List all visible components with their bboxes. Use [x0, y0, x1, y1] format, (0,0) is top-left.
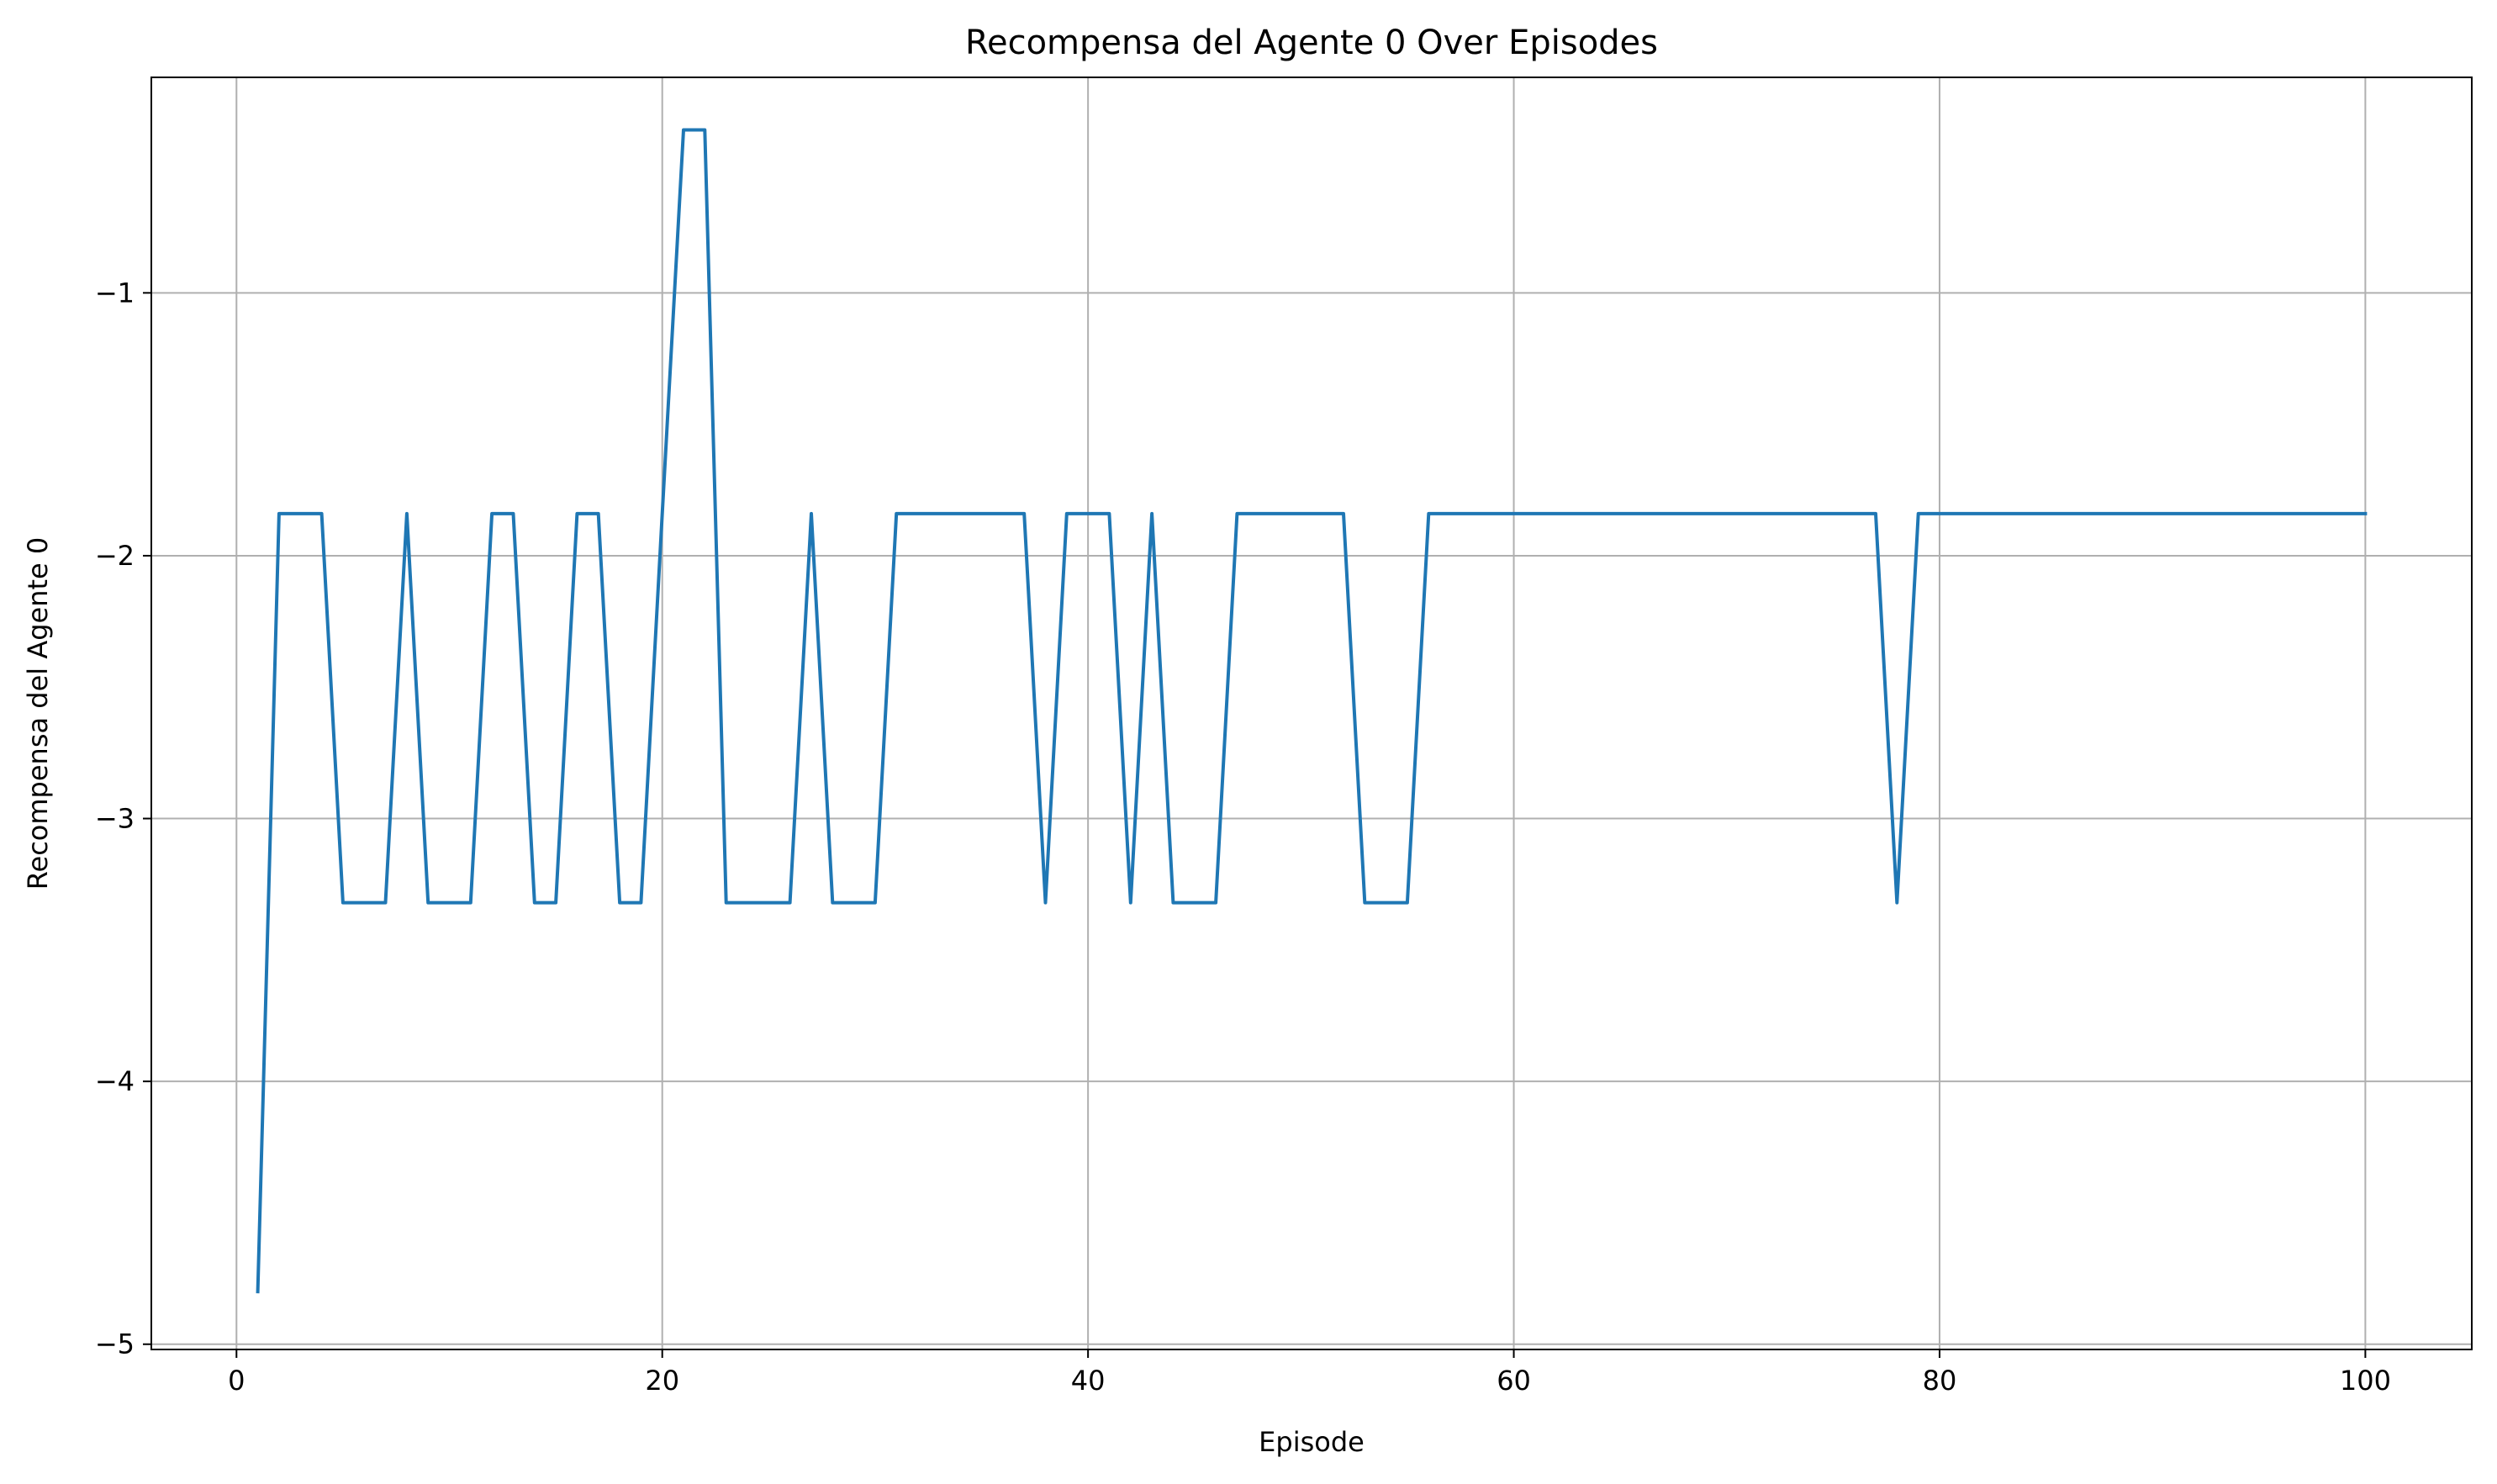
x-tick-label: 100 — [2340, 1365, 2391, 1397]
y-tick-label: −5 — [95, 1328, 135, 1360]
y-axis-title: Recompensa del Agente 0 — [22, 537, 54, 890]
y-tick-label: −4 — [95, 1065, 135, 1097]
data-series — [256, 128, 2368, 1294]
x-tick-label: 20 — [645, 1365, 679, 1397]
plot-area-frame — [150, 77, 2473, 1350]
series-line — [256, 128, 2368, 1294]
x-axis-title: Episode — [1259, 1426, 1365, 1458]
y-tick-label: −3 — [95, 803, 135, 835]
grid-lines — [151, 77, 2472, 1349]
axis-ticks: 0 20 40 60 80 100 −5 −4 −3 −2 −1 — [95, 277, 2391, 1397]
y-tick-label: −2 — [95, 540, 135, 572]
x-tick-label: 80 — [1923, 1365, 1957, 1397]
x-tick-label: 0 — [228, 1365, 245, 1397]
x-tick-label: 60 — [1497, 1365, 1531, 1397]
chart-title: Recompensa del Agente 0 Over Episodes — [965, 24, 1658, 62]
y-tick-label: −1 — [95, 277, 135, 309]
x-tick-label: 40 — [1071, 1365, 1106, 1397]
